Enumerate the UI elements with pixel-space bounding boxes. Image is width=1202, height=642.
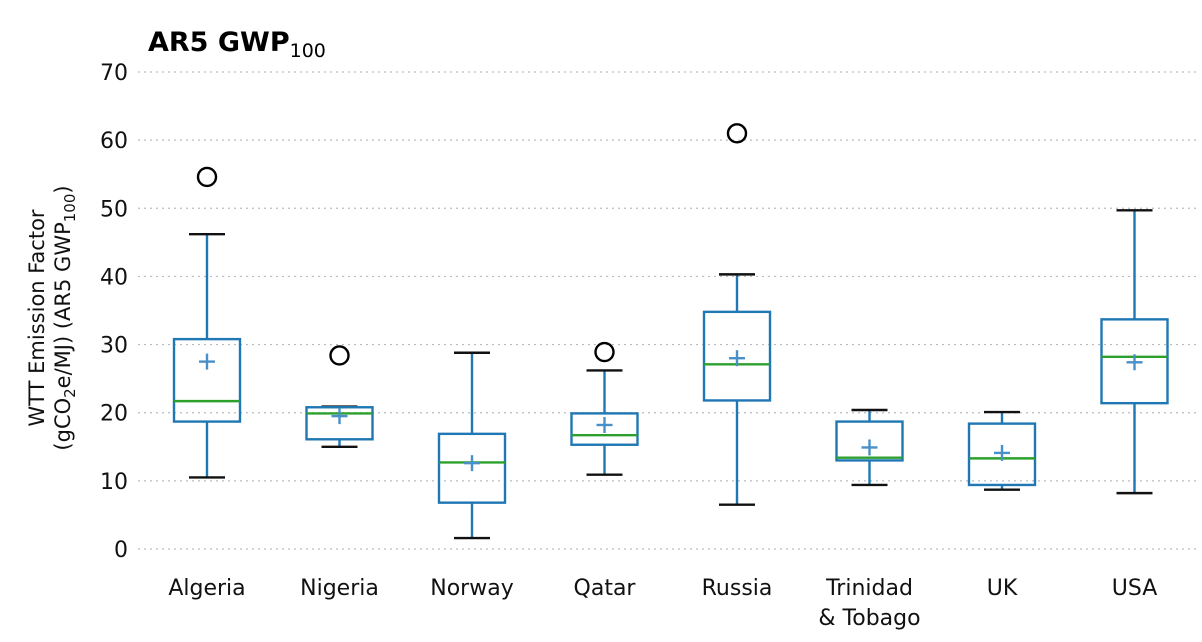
box-group-norway bbox=[437, 351, 507, 540]
box-layer bbox=[172, 123, 1169, 540]
iqr-box bbox=[172, 337, 242, 423]
y-tick-label-30: 30 bbox=[100, 334, 128, 359]
box-group-russia bbox=[702, 123, 772, 506]
y-tick-label-50: 50 bbox=[100, 197, 128, 222]
box-group-trinidad-tobago bbox=[835, 408, 904, 487]
y-tick-label-40: 40 bbox=[100, 265, 128, 290]
iqr-box bbox=[437, 432, 507, 504]
x-tick-label-nigeria: Nigeria bbox=[300, 576, 379, 601]
chart-title: AR5 GWP100 bbox=[148, 27, 326, 62]
x-tick-labels: Algeria Nigeria Norway Qatar Russia Trinidad &… bbox=[168, 576, 1157, 631]
x-tick-label-uk: UK bbox=[987, 576, 1018, 601]
outlier-point-0 bbox=[329, 345, 350, 366]
y-tick-label-20: 20 bbox=[100, 402, 128, 427]
grid-layer bbox=[138, 71, 1198, 550]
x-tick-label-norway: Norway bbox=[430, 576, 513, 601]
iqr-box bbox=[835, 420, 904, 462]
iqr-box bbox=[702, 310, 772, 402]
box-group-qatar bbox=[570, 341, 639, 476]
x-tick-label-russia: Russia bbox=[702, 576, 773, 601]
box-group-uk bbox=[967, 410, 1037, 491]
outlier-point-0 bbox=[594, 341, 615, 363]
y-tick-label-60: 60 bbox=[100, 129, 128, 154]
y-axis-label-line1: WTT Emission Factor bbox=[25, 209, 49, 426]
x-tick-label-algeria: Algeria bbox=[168, 576, 245, 601]
iqr-box bbox=[1100, 318, 1169, 405]
y-axis-label-line2: (gCO2e/MJ) (AR5 GWP100) bbox=[51, 185, 79, 450]
x-tick-label-usa: USA bbox=[1112, 576, 1158, 601]
x-tick-label-trinidad-tobago: Trinidad & Tobago bbox=[818, 576, 920, 631]
box-group-nigeria bbox=[305, 345, 374, 448]
box-group-algeria bbox=[172, 166, 242, 479]
x-tick-label-qatar: Qatar bbox=[574, 576, 637, 601]
outlier-point-0 bbox=[196, 166, 218, 188]
y-tick-label-0: 0 bbox=[114, 538, 128, 563]
chart-title-subscript: 100 bbox=[290, 40, 326, 62]
iqr-box bbox=[570, 412, 639, 446]
y-axis-label: WTT Emission Factor (gCO2e/MJ) (AR5 GWP1… bbox=[25, 185, 79, 450]
y-tick-labels: 0 10 20 30 40 50 60 70 bbox=[100, 61, 128, 563]
iqr-box bbox=[305, 406, 374, 441]
y-tick-label-10: 10 bbox=[100, 470, 128, 495]
chart-title-main: AR5 GWP bbox=[148, 27, 290, 58]
outlier-point-0 bbox=[726, 123, 748, 144]
y-tick-label-70: 70 bbox=[100, 61, 128, 86]
iqr-box bbox=[967, 422, 1037, 487]
box-group-usa bbox=[1100, 209, 1169, 495]
